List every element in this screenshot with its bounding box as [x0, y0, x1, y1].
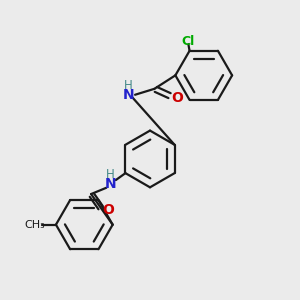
Text: CH₃: CH₃	[24, 220, 45, 230]
Text: O: O	[102, 203, 114, 218]
Text: H: H	[106, 168, 114, 181]
Text: H: H	[124, 79, 133, 92]
Text: N: N	[105, 177, 116, 190]
Text: Cl: Cl	[182, 35, 195, 48]
Text: N: N	[123, 88, 134, 102]
Text: O: O	[172, 91, 183, 105]
